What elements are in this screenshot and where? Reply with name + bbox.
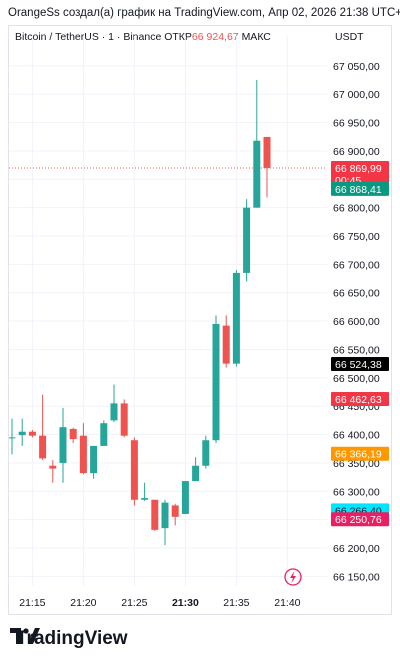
candle-body[interactable] xyxy=(39,435,47,459)
x-tick-label: 21:30 xyxy=(172,597,199,609)
candle-body[interactable] xyxy=(151,499,159,530)
price-label-value: 66 524,38 xyxy=(335,359,382,371)
y-tick-label: 66 800,00 xyxy=(333,203,380,215)
y-tick-label: 66 300,00 xyxy=(333,486,380,498)
chart-frame: Bitcoin / TetherUS · 1 · Binance ОТКР66 … xyxy=(8,25,392,615)
y-tick-label: 66 550,00 xyxy=(333,344,380,356)
candle-body[interactable] xyxy=(141,498,149,500)
price-label-value: 66 266,40 xyxy=(335,505,382,517)
y-tick-label: 66 700,00 xyxy=(333,259,380,271)
price-label-tag xyxy=(331,181,389,196)
price-label-tag xyxy=(331,392,389,407)
x-tick-label: 21:15 xyxy=(19,597,45,609)
y-tick-label: 67 000,00 xyxy=(333,89,380,101)
price-label-tag xyxy=(331,512,389,527)
candle-body[interactable] xyxy=(232,272,240,364)
y-tick-label: 66 200,00 xyxy=(333,543,380,555)
candle-body[interactable] xyxy=(202,440,210,466)
price-label-value: 66 869,99 xyxy=(335,163,382,175)
y-tick-label: 67 050,00 xyxy=(333,61,380,73)
candle-body[interactable] xyxy=(263,136,271,168)
candle-body[interactable] xyxy=(222,325,230,364)
y-tick-label: 66 950,00 xyxy=(333,118,380,130)
y-tick-label: 66 500,00 xyxy=(333,373,380,385)
candle-body[interactable] xyxy=(9,437,16,439)
candle-body[interactable] xyxy=(69,428,77,440)
candle-body[interactable] xyxy=(130,440,138,500)
y-tick-label: 66 600,00 xyxy=(333,316,380,328)
y-tick-label: 66 150,00 xyxy=(333,571,380,583)
y-tick-label: 66 350,00 xyxy=(333,458,380,470)
x-tick-label: 21:40 xyxy=(274,597,300,609)
brand-name: TradingView xyxy=(16,628,128,649)
candlestick-chart[interactable]: Bitcoin / TetherUS · 1 · Binance ОТКР66 … xyxy=(9,26,393,616)
candle-body[interactable] xyxy=(18,431,26,436)
price-label-tag xyxy=(331,446,389,461)
y-tick-label: 66 900,00 xyxy=(333,146,380,158)
price-label-value: 66 250,76 xyxy=(335,514,382,526)
price-label-value: 66 462,63 xyxy=(335,394,382,406)
x-tick-label: 21:20 xyxy=(70,597,96,609)
candle-body[interactable] xyxy=(192,465,200,482)
y-tick-label: 66 400,00 xyxy=(333,430,380,442)
candle-body[interactable] xyxy=(161,502,169,529)
candle-body[interactable] xyxy=(212,323,220,441)
candle-body[interactable] xyxy=(110,403,118,421)
x-tick-label: 21:35 xyxy=(223,597,249,609)
y-tick-label: 66 750,00 xyxy=(333,231,380,243)
candle-body[interactable] xyxy=(90,445,98,474)
candle-body[interactable] xyxy=(171,505,179,517)
candle-body[interactable] xyxy=(181,481,189,514)
x-tick-label: 21:25 xyxy=(121,597,147,609)
y-tick-label: 66 650,00 xyxy=(333,288,380,300)
candle-body[interactable] xyxy=(100,423,108,446)
price-label-value: 66 366,19 xyxy=(335,449,382,461)
footer-brand: TradingView xyxy=(10,628,128,650)
candle-body[interactable] xyxy=(28,431,36,436)
price-label-tag xyxy=(331,160,389,187)
candle-body[interactable] xyxy=(49,465,57,469)
candle-body[interactable] xyxy=(59,427,67,463)
price-label-value: 66 868,41 xyxy=(335,184,382,196)
candle-body[interactable] xyxy=(243,207,251,273)
candle-body[interactable] xyxy=(120,403,128,436)
candle-body[interactable] xyxy=(79,435,87,474)
price-label-tag xyxy=(331,356,389,371)
lightning-icon-glyph xyxy=(290,571,296,583)
lightning-icon[interactable] xyxy=(284,568,302,586)
candle-body[interactable] xyxy=(253,140,261,208)
chart-attribution: OrangeSs создал(а) график на TradingView… xyxy=(8,7,400,19)
symbol-title: Bitcoin / TetherUS · 1 · Binance ОТКР66 … xyxy=(15,31,271,43)
tradingview-logo-icon xyxy=(10,628,40,644)
currency-label[interactable]: USDT xyxy=(335,31,364,43)
